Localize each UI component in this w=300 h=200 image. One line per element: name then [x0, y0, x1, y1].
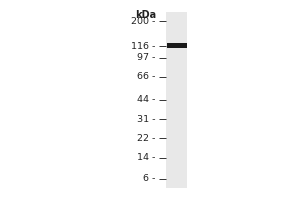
Text: 6 -: 6 - — [143, 174, 156, 183]
Text: 116 -: 116 - — [131, 42, 156, 51]
Text: kDa: kDa — [135, 10, 156, 20]
Text: 66 -: 66 - — [137, 72, 156, 81]
Text: 14 -: 14 - — [137, 153, 156, 162]
Text: 200 -: 200 - — [131, 17, 156, 26]
Text: 97 -: 97 - — [137, 53, 156, 62]
Text: 22 -: 22 - — [137, 134, 156, 143]
Bar — [166, 12, 188, 188]
Text: 31 -: 31 - — [137, 115, 156, 124]
Text: 44 -: 44 - — [137, 96, 156, 104]
Bar — [167, 43, 187, 48]
